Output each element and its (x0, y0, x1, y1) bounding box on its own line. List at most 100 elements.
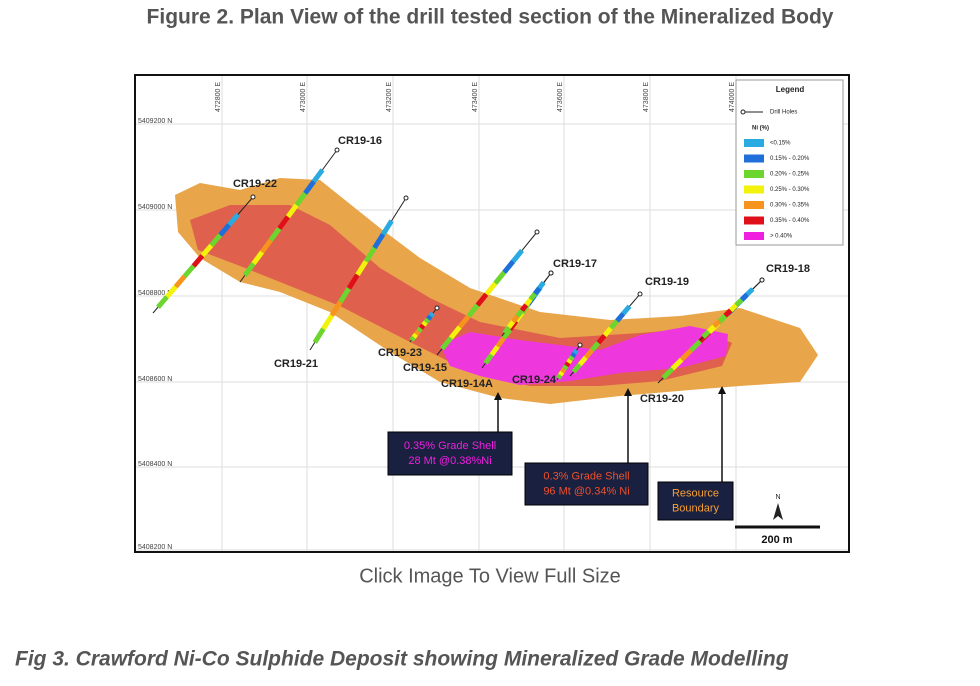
grade-segment (568, 355, 575, 361)
legend-grade-title: Ni (%) (752, 126, 769, 132)
legend-label: 0.25% - 0.30% (770, 187, 810, 193)
grade-segment (372, 232, 386, 250)
grade-segment (329, 300, 343, 317)
drill-hole-label: CR19-16 (338, 135, 382, 147)
grade-segment (285, 203, 299, 219)
grade-segment (621, 304, 632, 316)
figure-caption: Fig 3. Crawford Ni-Co Sulphide Deposit s… (15, 648, 789, 671)
grade-segment (440, 336, 453, 351)
grade-segment (426, 314, 433, 321)
grade-segment (423, 317, 431, 324)
callout-text: 0.35% Grade Shell (404, 440, 496, 452)
callout-box (387, 431, 513, 476)
legend-label: 0.35% - 0.40% (770, 218, 810, 224)
drill-hole-label: CR19-23 (378, 347, 422, 359)
caption[interactable]: Click Image To View Full Size (359, 565, 621, 587)
grade-segment (277, 215, 290, 230)
grade-segment (428, 311, 435, 318)
drill-hole-label: CR19-14A (441, 378, 493, 390)
grade-segment (734, 297, 744, 307)
legend-hole-collar (740, 109, 746, 115)
easting-label: 473400 E (472, 82, 479, 112)
grade-segment (532, 286, 542, 296)
collar (250, 194, 256, 200)
grade-segment (558, 370, 565, 377)
grade-segment (200, 243, 214, 258)
grade-segment (689, 339, 702, 353)
grade-segment (414, 329, 421, 336)
legend-label: 0.15% - 0.20% (770, 156, 810, 162)
grade-segment (602, 326, 613, 338)
grade-segment (173, 274, 187, 289)
grade-segment (556, 373, 563, 380)
grade-segment (409, 335, 416, 342)
grade-segment (489, 344, 500, 357)
grade-segment (615, 311, 626, 323)
grade-segment (515, 308, 524, 318)
callout-text: Resource (672, 487, 719, 499)
grade-segment (483, 353, 494, 365)
drill-hole-label: CR19-17 (553, 258, 597, 270)
grade-segment (421, 320, 428, 327)
grade-segment (268, 226, 282, 242)
grade-segment (511, 248, 524, 263)
drill-hole-label: CR19-20 (640, 393, 684, 405)
grade-segment (511, 314, 520, 324)
grade-segment (723, 308, 733, 318)
grade-segment (346, 273, 360, 290)
legend-swatch (744, 216, 764, 225)
northing-label: 5409200 N (138, 118, 172, 125)
grade-segment (218, 223, 232, 237)
grade-segment (739, 292, 749, 302)
grade-segment (502, 325, 511, 335)
grade-segment (311, 168, 325, 184)
scale-label: 200 m (761, 534, 792, 546)
grade-shell-0-3 (190, 205, 732, 386)
grade-segment (156, 295, 169, 309)
northing-label: 5409000 N (138, 204, 172, 211)
grade-segment (528, 292, 537, 301)
callout-box (524, 462, 649, 506)
grade-segment (608, 319, 619, 330)
grade-segment (466, 303, 480, 318)
north-label: N (775, 494, 780, 501)
grade-segment (227, 212, 240, 227)
grade-segment (712, 319, 722, 329)
grade-segment (562, 364, 569, 371)
legend-swatch (744, 201, 764, 209)
grade-segment (418, 323, 426, 330)
grade-segment (355, 259, 369, 277)
drill-hole-label: CR19-15 (403, 362, 447, 374)
easting-label: 473200 E (386, 82, 393, 112)
legend-label: 0.20% - 0.25% (770, 172, 810, 178)
callout-arrowhead (494, 392, 502, 400)
grade-segment (251, 250, 265, 266)
grade-segment (294, 191, 308, 207)
collar (548, 270, 554, 276)
legend-swatch (744, 154, 764, 163)
grade-segment (380, 219, 394, 236)
grade-segment (303, 180, 316, 195)
grade-segment (448, 325, 462, 340)
grade-segment (701, 329, 711, 339)
northing-label: 5408600 N (138, 376, 172, 383)
callout-box (657, 481, 734, 521)
easting-label: 473000 E (300, 82, 307, 112)
figure-title: Figure 2. Plan View of the drill tested … (147, 6, 834, 29)
drill-hole-label: CR19-22 (233, 178, 277, 190)
grade-segment (670, 357, 684, 371)
easting-label: 473800 E (643, 82, 650, 112)
grade-segment (191, 254, 205, 268)
easting-label: 474000 E (729, 82, 736, 112)
grade-segment (537, 280, 546, 290)
callout-text: 96 Mt @0.34% Ni (543, 485, 629, 497)
easting-label: 473600 E (557, 82, 564, 112)
grade-segment (584, 348, 595, 359)
grade-segment (524, 297, 533, 307)
legend-swatch (744, 170, 764, 178)
drill-hole-label: CR19-19 (645, 276, 689, 288)
grade-segment (164, 284, 178, 299)
grade-segment (679, 348, 693, 362)
grade-segment (728, 303, 738, 313)
grade-segment (321, 314, 334, 331)
